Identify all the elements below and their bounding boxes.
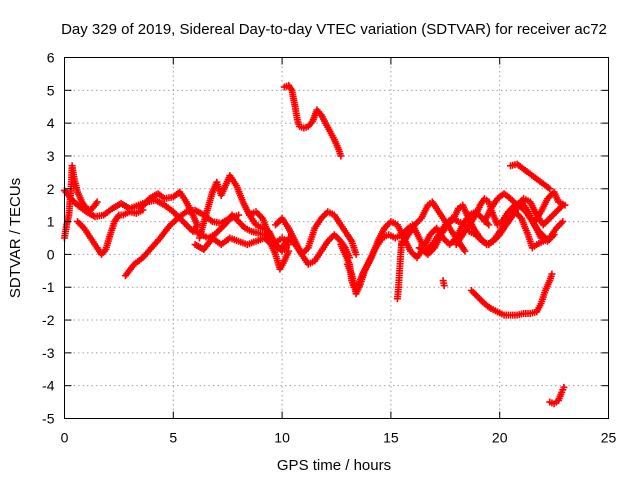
data-point — [554, 206, 562, 214]
data-point — [461, 247, 469, 255]
data-point — [472, 291, 480, 299]
series-arc-18 — [439, 277, 448, 290]
data-point — [414, 218, 422, 226]
data-point — [467, 287, 475, 295]
data-point — [446, 241, 454, 249]
data-point — [442, 237, 450, 245]
data-point — [549, 211, 557, 219]
data-point — [75, 219, 83, 227]
tick-labels: 0 5 10 15 20 25 -5 -4 -3 -2 -1 0 1 2 3 4 5 6 — [42, 50, 616, 446]
data-point — [272, 221, 280, 229]
data-point — [93, 198, 101, 206]
x-tick-label: 20 — [492, 430, 508, 446]
data-point — [332, 232, 340, 240]
data-point — [184, 223, 192, 231]
data-point — [334, 234, 342, 242]
series-arc-5 — [137, 188, 201, 229]
y-tick-label: 6 — [47, 50, 55, 66]
data-point — [474, 293, 482, 301]
y-axis-title: SDTVAR / TECUs — [7, 178, 24, 298]
series-arc-20 — [465, 208, 567, 252]
series-arc-11 — [278, 231, 354, 268]
x-tick-label: 5 — [169, 430, 177, 446]
axes — [64, 57, 609, 419]
y-tick-label: 3 — [47, 148, 55, 164]
y-tick-label: 2 — [47, 181, 55, 197]
data-point — [77, 221, 85, 229]
series-arc-22 — [507, 160, 554, 193]
data-point — [471, 290, 479, 298]
data-point — [477, 296, 485, 304]
series-arc-2 — [61, 162, 101, 242]
data-point — [330, 231, 338, 239]
data-point — [556, 204, 564, 212]
series-arc-9 — [245, 208, 290, 249]
data-point — [181, 219, 189, 227]
series-arc-23 — [531, 188, 569, 226]
series-arc-16 — [398, 198, 469, 255]
tick-marks — [64, 57, 609, 419]
x-axis-title: GPS time / hours — [277, 457, 391, 474]
data-point — [238, 221, 246, 229]
y-tick-label: 1 — [47, 214, 55, 230]
x-tick-label: 15 — [383, 430, 399, 446]
y-tick-label: 5 — [47, 82, 55, 98]
series-arc-7 — [195, 172, 290, 255]
y-tick-label: -3 — [42, 345, 55, 361]
data-point — [546, 185, 554, 193]
data-point — [337, 152, 345, 160]
data-point — [544, 216, 552, 224]
data-point — [285, 247, 293, 255]
series-arc-15 — [393, 237, 406, 303]
data-point — [559, 218, 567, 226]
series-arc-25 — [546, 383, 568, 408]
y-tick-label: -5 — [42, 411, 55, 427]
data-point — [74, 218, 82, 226]
data-point — [273, 219, 281, 227]
data-point — [551, 209, 559, 217]
data-point — [552, 208, 560, 216]
y-tick-label: 0 — [47, 246, 55, 262]
series-arc-3 — [74, 206, 147, 258]
data-point — [352, 250, 360, 258]
data-point — [557, 219, 565, 227]
y-tick-label: 4 — [47, 115, 55, 131]
x-tick-label: 25 — [601, 430, 617, 446]
y-tick-label: -4 — [42, 378, 55, 394]
series-arc-24 — [467, 270, 556, 319]
x-tick-label: 0 — [61, 430, 69, 446]
data-point — [235, 211, 243, 219]
data-point — [547, 213, 555, 221]
data-point — [548, 270, 556, 278]
data-point — [542, 218, 550, 226]
data-point — [560, 383, 568, 391]
series-arc-12 — [280, 81, 345, 160]
data-point — [561, 201, 569, 209]
data-point — [447, 239, 455, 247]
data-point — [469, 288, 477, 296]
data-point — [254, 209, 262, 217]
plot-frame — [64, 57, 609, 419]
y-tick-label: -1 — [42, 279, 55, 295]
data-points — [61, 81, 569, 408]
chart-title: Day 329 of 2019, Sidereal Day-to-day VTE… — [61, 21, 607, 38]
data-point — [440, 282, 448, 290]
data-point — [546, 214, 554, 222]
data-point — [214, 227, 222, 235]
data-point — [485, 221, 493, 229]
y-tick-label: -2 — [42, 312, 55, 328]
data-point — [216, 226, 224, 234]
data-point — [182, 221, 190, 229]
x-tick-label: 10 — [274, 430, 290, 446]
data-point — [556, 221, 564, 229]
data-point — [327, 234, 335, 242]
data-point — [236, 219, 244, 227]
data-point — [476, 295, 484, 303]
